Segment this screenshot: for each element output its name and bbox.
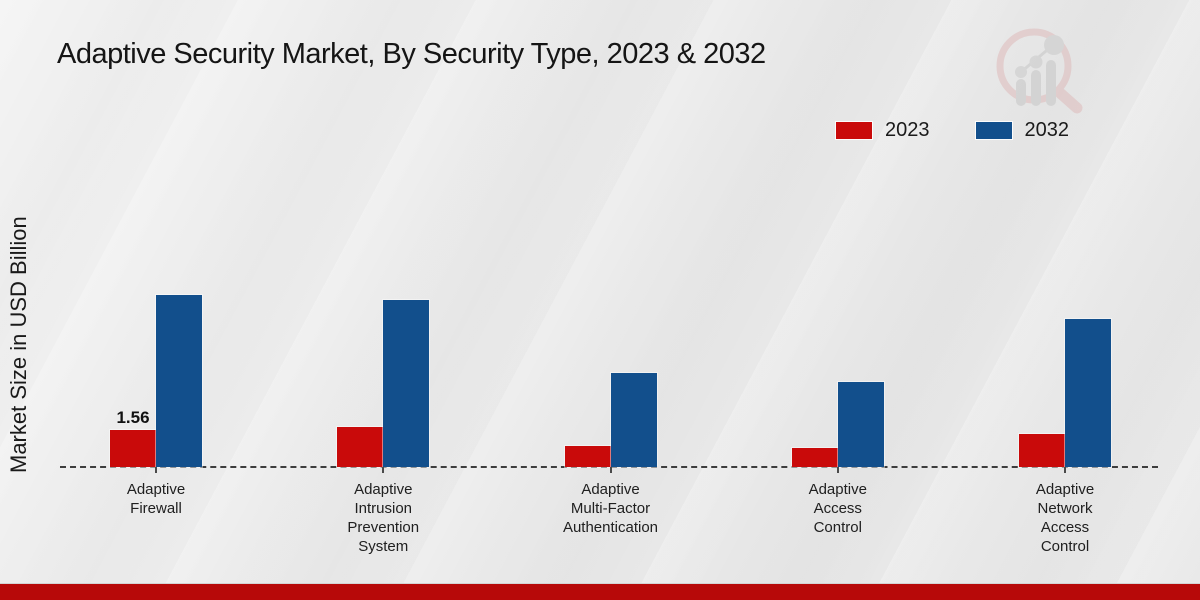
- bar-value-label: 1.56: [116, 408, 150, 428]
- bar-2023-4: [791, 448, 838, 467]
- legend-swatch-2032: [975, 122, 1012, 139]
- category-label: Adaptive Multi-Factor Authentication: [562, 481, 659, 536]
- bar-2023-2: [337, 426, 384, 467]
- bar-2032-5: [1065, 319, 1111, 467]
- x-axis-tick: [382, 467, 385, 473]
- footer-accent-bar: [0, 583, 1200, 600]
- bar-2032-1: [156, 295, 202, 467]
- bar-2032-3: [610, 373, 657, 467]
- legend-item-2032: 2032: [975, 119, 1070, 142]
- x-axis-tick: [1064, 467, 1066, 473]
- bar-2032-4: [837, 382, 884, 467]
- category-label: Adaptive Access Control: [808, 481, 867, 536]
- bar-2023-5: [1019, 434, 1065, 467]
- page-title: Adaptive Security Market, By Security Ty…: [57, 38, 766, 70]
- bar-2023-1: [110, 430, 156, 467]
- category-label: Adaptive Network Access Control: [1035, 481, 1095, 555]
- x-axis-tick: [836, 467, 839, 473]
- magnifier-chart-logo-icon: [996, 28, 1083, 114]
- legend-swatch-2023: [836, 122, 872, 139]
- legend: 2023 2032: [836, 119, 1069, 142]
- x-axis-tick: [609, 467, 612, 473]
- legend-label-2023: 2023: [885, 119, 930, 141]
- category-label: Adaptive Intrusion Prevention System: [347, 481, 420, 555]
- x-axis-baseline: [60, 466, 1158, 468]
- legend-label-2032: 2032: [1024, 119, 1070, 141]
- category-label: Adaptive Firewall: [126, 481, 186, 517]
- legend-item-2023: 2023: [836, 119, 930, 142]
- x-axis-tick: [155, 467, 157, 473]
- bar-2032-2: [383, 300, 430, 467]
- bar-2023-3: [564, 445, 611, 467]
